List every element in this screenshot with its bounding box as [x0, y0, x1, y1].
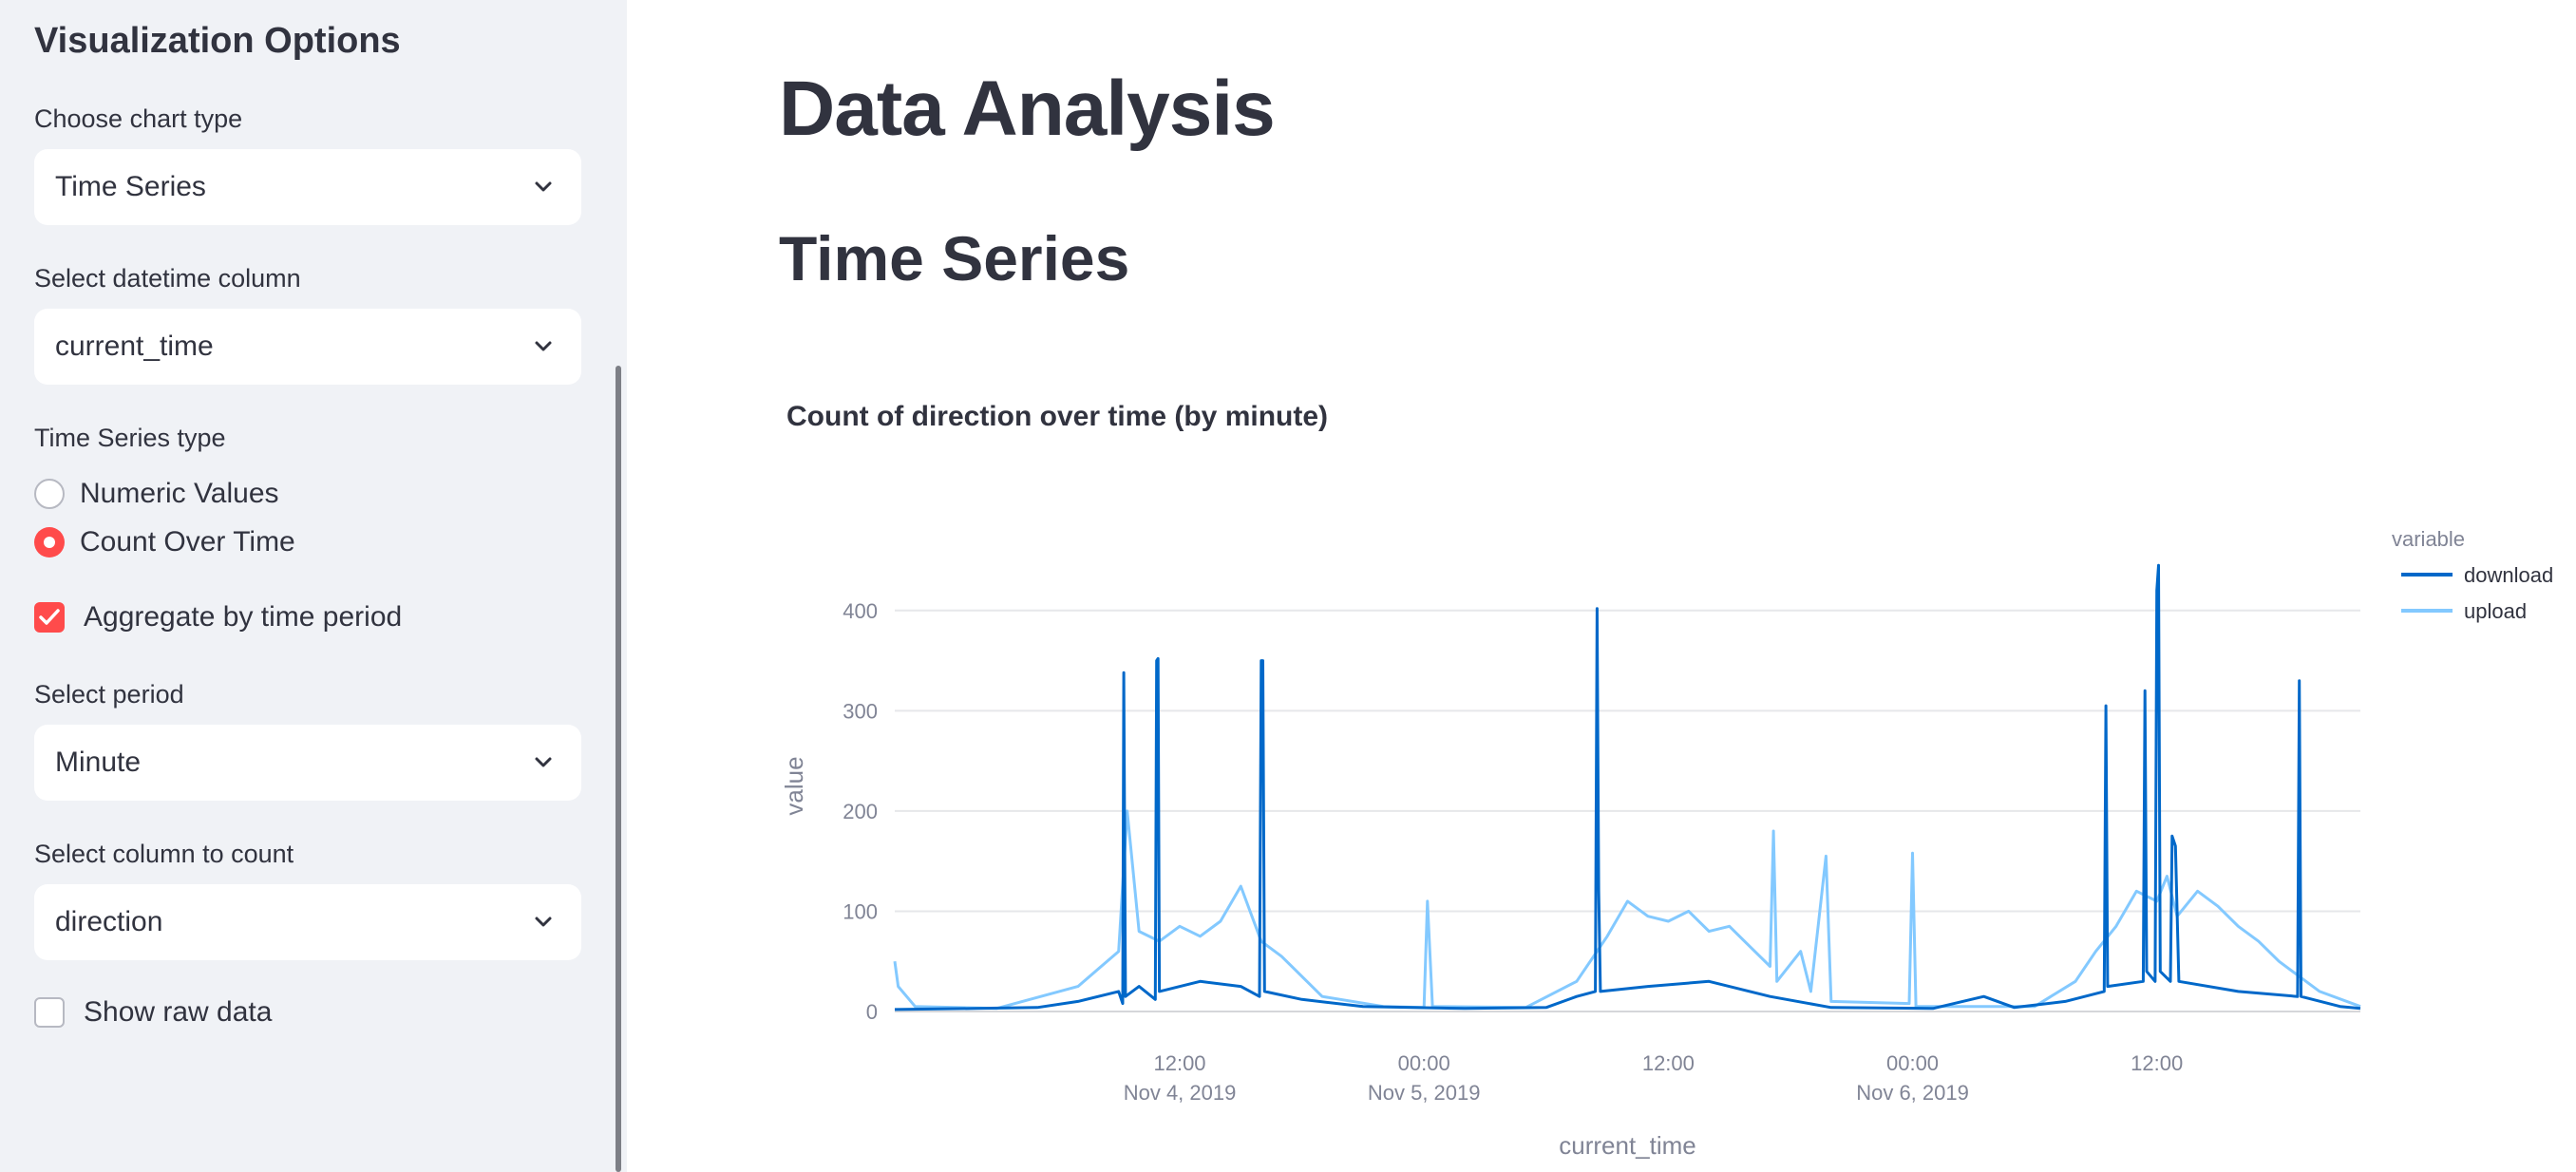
radio-numeric-values-label: Numeric Values [80, 478, 279, 509]
chevron-down-icon [535, 181, 552, 192]
y-tick-label: 300 [843, 699, 878, 723]
x-tick-date-label: Nov 6, 2019 [1856, 1081, 1969, 1105]
time-series-chart[interactable]: 0 100 200 300 400 12:00 Nov 4, 2019 00:00 Nov 5,… [760, 513, 2565, 1172]
series-line-upload [893, 809, 2361, 1011]
y-tick-label: 400 [843, 599, 878, 623]
y-tick-label: 100 [843, 899, 878, 923]
period-label: Select period [34, 680, 184, 709]
aggregate-checkbox-label: Aggregate by time period [84, 601, 403, 633]
period-select[interactable]: Minute [34, 725, 581, 801]
sidebar: Visualization Options Choose chart type … [0, 0, 627, 1172]
chevron-down-icon [535, 341, 552, 351]
count-column-label: Select column to count [34, 840, 294, 868]
datetime-column-label: Select datetime column [34, 264, 301, 293]
x-tick-label: 12:00 [2131, 1051, 2183, 1075]
series-line-download [894, 563, 2361, 1011]
count-column-select[interactable]: direction [34, 884, 581, 960]
page-title: Data Analysis [779, 66, 1276, 152]
chart-type-value: Time Series [55, 171, 206, 202]
x-axis-label: current_time [1559, 1131, 1696, 1160]
sidebar-title: Visualization Options [34, 21, 401, 61]
radio-selected-icon[interactable] [34, 527, 65, 558]
raw-data-checkbox[interactable] [34, 997, 65, 1028]
legend-title: variable [2392, 527, 2465, 551]
y-axis-label: value [780, 756, 808, 815]
datetime-column-select[interactable]: current_time [34, 309, 581, 385]
x-tick-label: 00:00 [1886, 1051, 1939, 1075]
x-tick-label: 12:00 [1153, 1051, 1205, 1075]
radio-unselected-icon[interactable] [34, 479, 65, 509]
x-tick-label: 12:00 [1642, 1051, 1695, 1075]
chart-type-label: Choose chart type [34, 104, 243, 133]
ts-type-label: Time Series type [34, 424, 226, 452]
chevron-down-icon [535, 757, 552, 767]
x-tick-date-label: Nov 5, 2019 [1368, 1081, 1481, 1105]
section-title: Time Series [779, 223, 1130, 293]
count-column-value: direction [55, 906, 163, 937]
x-tick-label: 00:00 [1398, 1051, 1450, 1075]
raw-data-checkbox-label: Show raw data [84, 996, 273, 1028]
legend-label-download: download [2464, 563, 2553, 587]
legend-label-upload: upload [2464, 599, 2527, 623]
aggregate-checkbox[interactable] [34, 602, 65, 633]
chevron-down-icon [535, 917, 552, 927]
chart-title: Count of direction over time (by minute) [786, 401, 1329, 432]
chart-type-select[interactable]: Time Series [34, 149, 581, 225]
checkmark-icon [39, 609, 60, 625]
datetime-column-value: current_time [55, 331, 214, 362]
y-tick-label: 200 [843, 800, 878, 823]
period-value: Minute [55, 747, 142, 778]
y-tick-label: 0 [866, 1000, 878, 1024]
x-tick-date-label: Nov 4, 2019 [1124, 1081, 1237, 1105]
radio-count-over-time-label: Count Over Time [80, 526, 295, 558]
sidebar-scrollbar[interactable] [616, 366, 621, 1172]
